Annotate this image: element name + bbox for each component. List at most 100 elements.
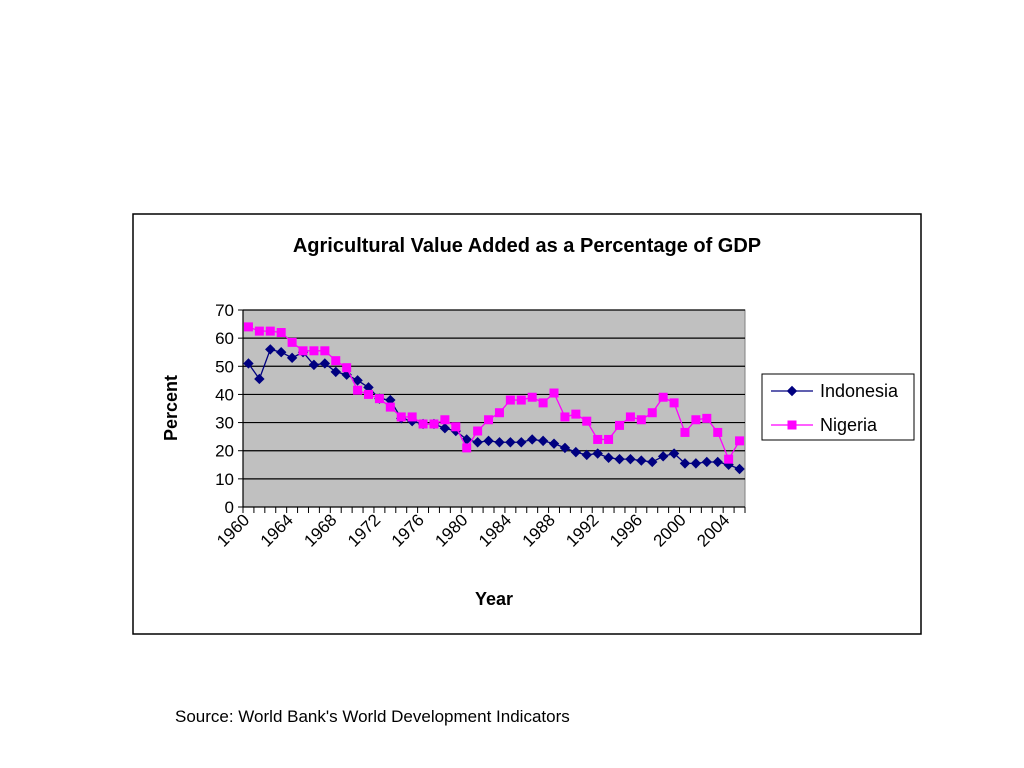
y-tick-label: 70 [215,301,234,320]
legend: Indonesia Nigeria [761,373,915,441]
data-point [657,451,669,462]
data-point [592,448,603,459]
y-tick-label: 40 [215,385,234,404]
data-point [309,346,319,356]
data-point [472,437,483,448]
data-point [734,463,745,475]
data-point [582,416,592,426]
data-point [516,395,526,405]
data-point [516,437,527,448]
data-point [537,435,549,447]
data-point [505,395,515,405]
source-note: Source: World Bank's World Development I… [175,707,570,726]
data-point [593,434,603,444]
data-point [319,358,331,369]
data-point [254,326,264,336]
y-tick-label: 0 [225,498,234,517]
legend-label: Indonesia [820,381,899,401]
data-point [276,328,286,338]
data-point [679,458,691,469]
data-point [254,373,265,385]
data-point [407,412,417,422]
data-point [549,388,559,398]
data-point [735,436,745,446]
data-point [462,443,472,453]
y-tick-label: 10 [215,470,234,489]
legend-box [761,373,915,441]
chart-title: Agricultural Value Added as a Percentage… [293,235,761,257]
y-tick-label: 60 [215,329,234,348]
data-point [298,346,308,356]
data-point [243,322,253,332]
plot-area [242,309,746,508]
data-point [625,412,635,422]
series-line [247,348,740,470]
data-point [484,415,494,425]
data-point [625,453,636,465]
data-point [330,366,341,378]
y-tick-label: 20 [215,442,234,461]
data-point [603,452,614,463]
data-point [396,412,406,422]
data-point [243,358,254,369]
data-point [691,415,701,425]
y-axis-label: Percent [161,375,181,441]
data-point [668,448,680,459]
data-point [647,456,658,468]
data-point [636,415,646,425]
data-point [560,412,570,422]
data-point [604,434,614,444]
data-point [615,420,624,430]
data-point [570,446,582,458]
data-point [308,359,320,371]
data-point [701,456,713,468]
data-point [786,385,798,397]
data-point [787,420,797,430]
data-point [690,458,702,469]
data-point [724,454,734,464]
data-point [331,356,341,366]
series-nigeria [243,322,745,464]
data-point [265,326,275,336]
y-axis-ticks: 0 10 20 30 40 50 60 70 [215,301,243,517]
data-point [342,363,352,373]
data-point [647,408,657,418]
data-point [286,352,298,364]
data-point [494,408,504,418]
data-point [385,402,395,412]
data-point [320,346,330,356]
x-axis-label: Year [475,589,513,609]
data-point [581,449,592,461]
data-point [559,442,571,454]
data-point [712,456,723,468]
data-point [352,375,363,386]
data-point [527,392,537,402]
data-point [451,422,461,432]
series-layer [243,322,745,475]
data-point [658,392,668,402]
data-point [571,409,581,419]
y-tick-label: 50 [215,357,234,376]
data-point [418,419,428,429]
data-point [439,422,451,434]
data-point [440,415,450,425]
data-point [548,438,560,449]
data-point [429,419,439,429]
data-point [265,344,276,355]
data-point [505,437,516,448]
data-point [494,437,505,448]
data-point [287,337,297,347]
legend-item-nigeria: Nigeria [771,415,878,435]
data-point [702,413,712,423]
data-point [669,398,679,408]
series-line [248,326,741,461]
data-point [538,398,548,408]
legend-label: Nigeria [820,415,878,435]
data-point [275,347,287,358]
series-indonesia [243,344,745,475]
data-point [473,426,483,436]
data-point [614,453,625,465]
data-point [364,389,373,399]
legend-item-indonesia: Indonesia [771,381,899,401]
